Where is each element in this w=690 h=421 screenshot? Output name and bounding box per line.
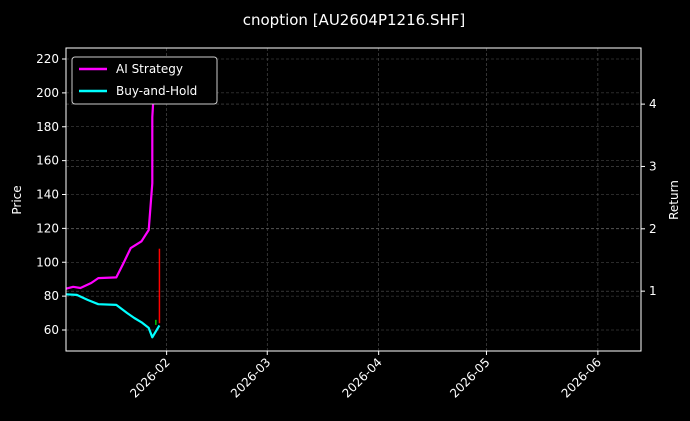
series-line-ai-strategy <box>65 57 157 290</box>
y-tick-label: 80 <box>44 289 59 303</box>
x-tick-label: 2026-03 <box>228 355 273 400</box>
y-tick-label: 220 <box>36 52 59 66</box>
y-tick-label: 140 <box>36 188 59 202</box>
plot-frame <box>65 47 642 352</box>
y-tick-label: 60 <box>44 323 59 337</box>
chart-title: cnoption [AU2604P1216.SHF] <box>243 11 466 29</box>
series-line-buy-and-hold <box>65 293 161 339</box>
x-tick-label: 2026-05 <box>447 355 492 400</box>
y-tick-label: 120 <box>36 221 59 235</box>
y-tick-label: 180 <box>36 120 59 134</box>
x-tick-label: 2026-02 <box>127 355 172 400</box>
y-tick-label: 200 <box>36 86 59 100</box>
x-tick-label: 2026-06 <box>559 355 604 400</box>
legend-label-buy-and-hold: Buy-and-Hold <box>116 84 197 98</box>
y2-tick-label: 3 <box>649 159 657 173</box>
y2-tick-label: 2 <box>649 222 657 236</box>
y-tick-label: 160 <box>36 154 59 168</box>
y2-axis-label: Return <box>667 180 681 220</box>
y2-tick-label: 1 <box>649 284 657 298</box>
y-tick-label: 100 <box>36 255 59 269</box>
legend: AI Strategy Buy-and-Hold <box>71 56 218 105</box>
y2-tick-label: 4 <box>649 97 657 111</box>
legend-label-ai-strategy: AI Strategy <box>116 62 183 76</box>
x-tick-label: 2026-04 <box>339 355 384 400</box>
y-axis-label: Price <box>10 185 24 214</box>
